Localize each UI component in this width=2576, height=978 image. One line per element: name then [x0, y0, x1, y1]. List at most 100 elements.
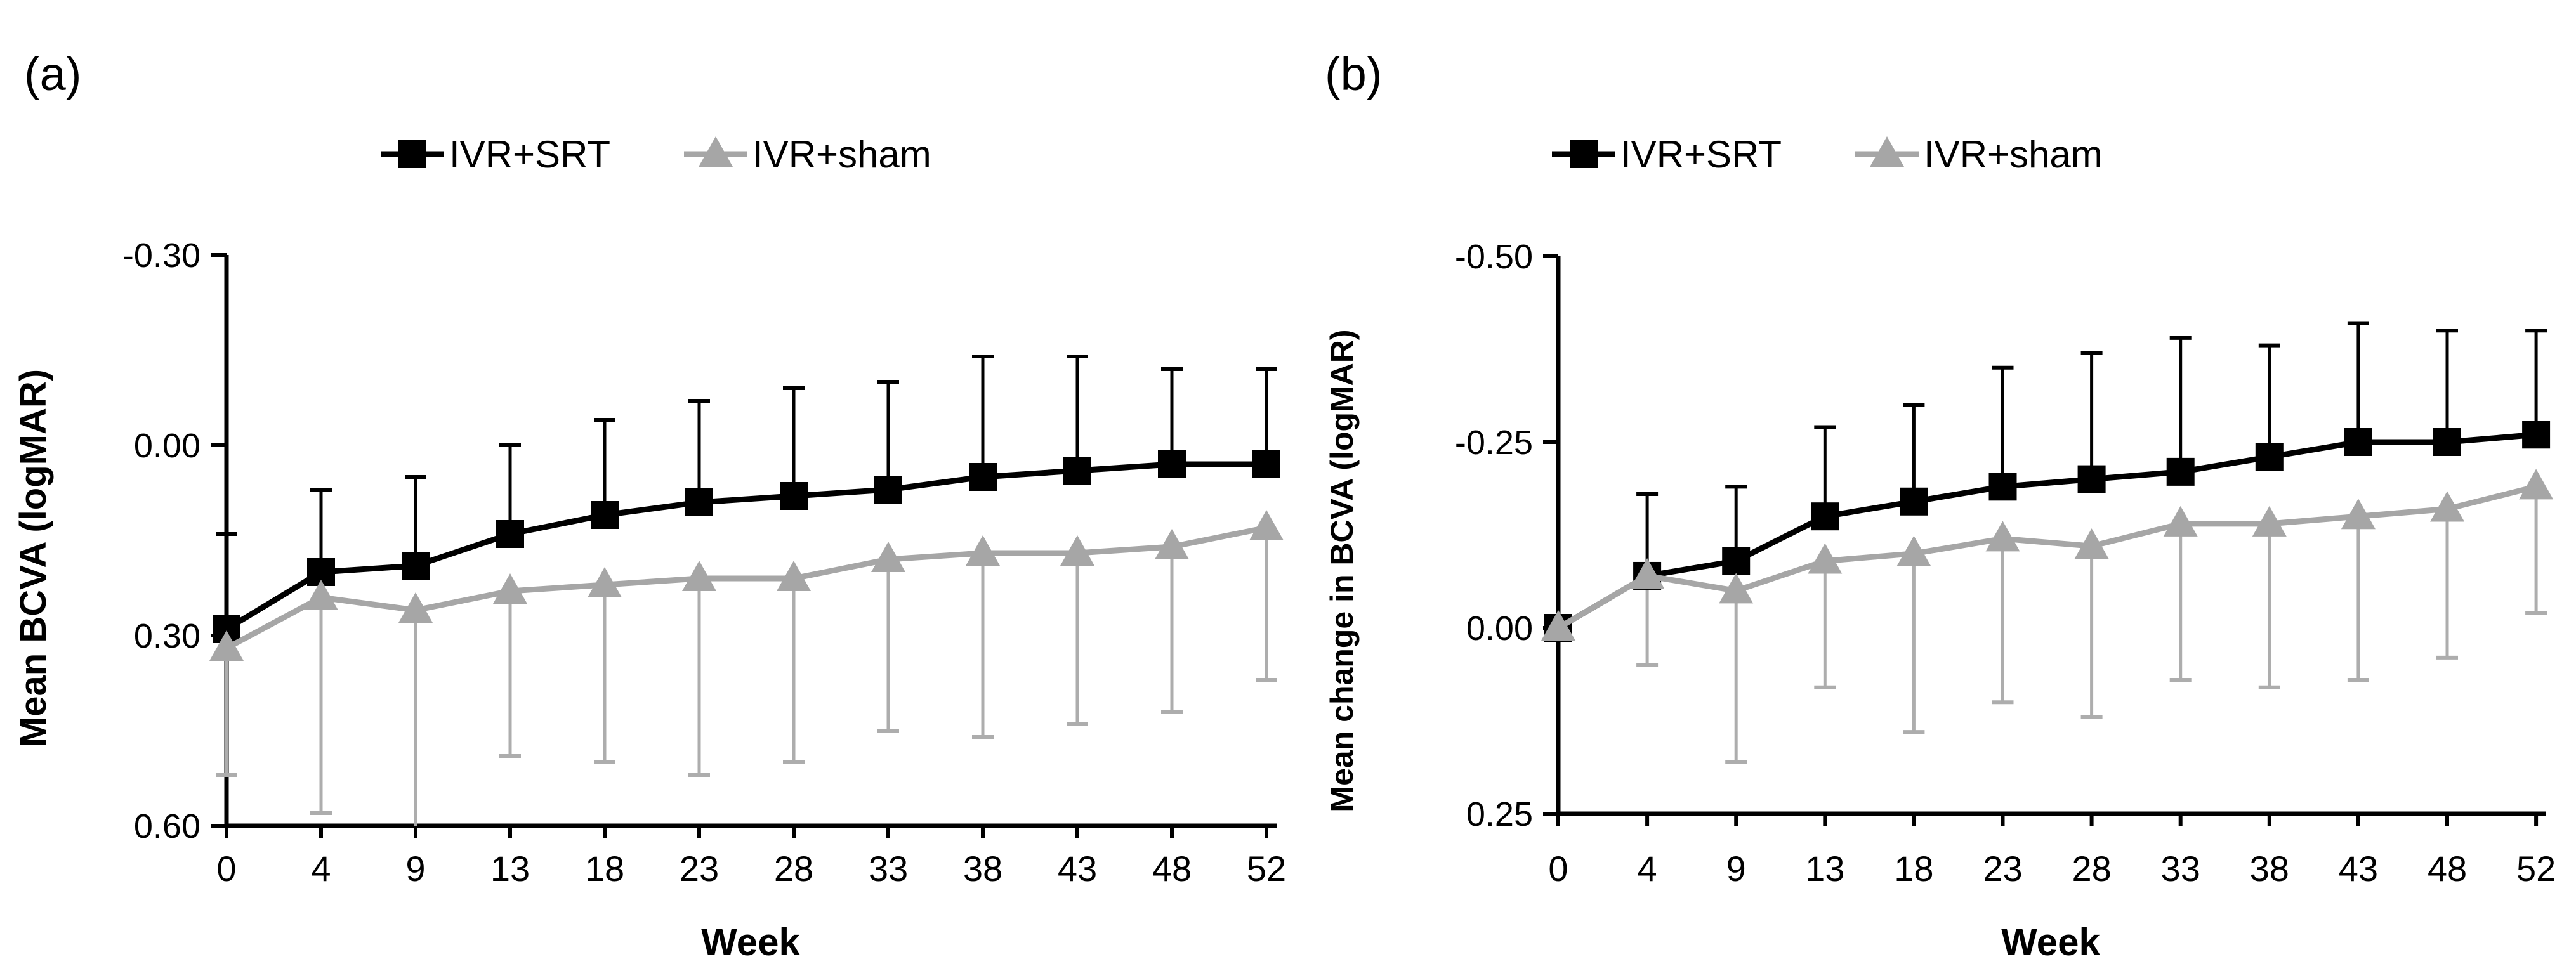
legend-item-ivr-sham: IVR+sham	[684, 133, 931, 176]
series-ivr-sham-triangle-marker	[682, 561, 716, 591]
legend: IVR+SRT IVR+sham	[381, 133, 931, 176]
series-ivr-sham-line	[1556, 483, 2537, 630]
legend-label-ivr-sham: IVR+sham	[752, 133, 931, 176]
series-ivr-sham-triangle-marker	[493, 573, 527, 604]
series-ivr-sham-triangle-marker	[871, 542, 905, 572]
legend-label-ivr-sham: IVR+sham	[1924, 133, 2103, 176]
series-ivr-sham-triangle-marker	[2341, 499, 2376, 530]
series-ivr-srt-square-marker	[1811, 502, 1839, 531]
series-ivr-sham-triangle-marker	[2074, 528, 2109, 559]
legend-item-ivr-srt: IVR+SRT	[1552, 133, 1782, 176]
legend: IVR+SRT IVR+sham	[1552, 133, 2103, 176]
x-tick-label: 9	[405, 849, 425, 889]
x-tick-label: 23	[1983, 849, 2022, 889]
series-ivr-sham-triangle-marker	[1249, 510, 1284, 540]
legend-key-square-marker	[398, 140, 426, 168]
series-ivr-sham-triangle-marker	[2519, 469, 2554, 500]
series-ivr-sham-triangle-marker	[1060, 535, 1094, 566]
panel-b-chart: (b) IVR+SRT IVR+sham -0.50 -0.25 0.00 0.25 0 4 9 1…	[1324, 48, 2556, 963]
legend-label-ivr-srt: IVR+SRT	[449, 133, 610, 176]
x-tick-label: 13	[1805, 849, 1844, 889]
x-tick-label: 43	[2339, 849, 2378, 889]
panel-a-chart: (a) IVR+SRT IVR+sham -0.30 0.00 0.30 0.60 0 4 9 13…	[13, 48, 1286, 963]
series-ivr-srt-square-marker	[2344, 428, 2372, 456]
series-ivr-srt-square-marker	[1722, 547, 1751, 575]
y-tick-label: -0.25	[1455, 424, 1533, 462]
series-ivr-srt-square-marker	[402, 552, 430, 580]
series-ivr-sham-triangle-marker	[1630, 557, 1665, 589]
y-tick-label: 0.60	[134, 807, 200, 845]
panel-a-label: (a)	[24, 48, 81, 100]
y-tick-label: -0.50	[1455, 238, 1533, 276]
series-ivr-sham	[209, 510, 1284, 661]
series-ivr-sham-triangle-marker	[1808, 543, 1843, 574]
y-tick-label: 0.00	[1466, 610, 1533, 648]
legend-item-ivr-srt: IVR+SRT	[381, 133, 610, 176]
series-ivr-srt-square-marker	[2166, 457, 2195, 486]
y-axis-title: Mean BCVA (logMAR)	[13, 369, 54, 747]
series-ivr-srt-square-marker	[1158, 450, 1186, 478]
x-tick-label: 48	[2428, 849, 2467, 889]
series-ivr-srt-square-marker	[1063, 457, 1091, 485]
x-tick-label: 28	[774, 849, 813, 889]
legend-key-triangle-marker	[1870, 136, 1904, 167]
series-ivr-srt-square-marker	[591, 501, 619, 529]
x-tick-label: 13	[490, 849, 530, 889]
x-tick-label: 28	[2072, 849, 2111, 889]
legend-label-ivr-srt: IVR+SRT	[1620, 133, 1782, 176]
legend-item-ivr-sham: IVR+sham	[1855, 133, 2103, 176]
x-tick-label: 38	[2250, 849, 2289, 889]
y-axis-title: Mean change in BCVA (logMAR)	[1324, 329, 1360, 812]
panel-b-label: (b)	[1325, 48, 1382, 100]
x-tick-label: 0	[216, 849, 236, 889]
error-bars-ivr-srt	[216, 355, 1277, 629]
series-ivr-srt	[213, 450, 1280, 643]
series-ivr-sham	[1541, 469, 2554, 641]
series-ivr-sham-triangle-marker	[1719, 573, 1754, 604]
x-tick-label: 23	[680, 849, 719, 889]
x-tick-label: 48	[1152, 849, 1192, 889]
series-ivr-srt-square-marker	[874, 476, 902, 504]
y-tick-label: 0.30	[134, 617, 200, 655]
series-ivr-srt-square-marker	[1252, 450, 1280, 478]
series-ivr-sham-triangle-marker	[209, 630, 244, 661]
series-ivr-srt-square-marker	[496, 520, 524, 548]
x-tick-label: 9	[1726, 849, 1746, 889]
series-ivr-srt-square-marker	[2522, 421, 2551, 449]
series-ivr-sham-triangle-marker	[1541, 610, 1575, 641]
x-tick-label: 43	[1058, 849, 1097, 889]
y-tick-label: 0.25	[1466, 795, 1533, 833]
legend-key-square-marker	[1570, 140, 1598, 168]
x-tick-label: 38	[963, 849, 1002, 889]
x-axis: 0 4 9 13 18 23 28 33 38 43 48 52	[216, 823, 1286, 889]
x-tick-label: 52	[1247, 849, 1286, 889]
x-tick-label: 0	[1548, 849, 1568, 889]
y-axis: -0.50 -0.25 0.00 0.25	[1455, 238, 1561, 833]
series-ivr-sham-triangle-marker	[1985, 521, 2020, 552]
x-axis-title: Week	[701, 921, 800, 963]
series-ivr-sham-triangle-marker	[398, 592, 433, 623]
series-ivr-sham-triangle-marker	[966, 535, 1000, 566]
legend-key-triangle-marker	[699, 136, 733, 167]
x-tick-label: 33	[869, 849, 908, 889]
x-tick-label: 4	[311, 849, 331, 889]
series-ivr-sham-triangle-marker	[1155, 529, 1189, 559]
x-tick-label: 18	[1894, 849, 1933, 889]
series-ivr-srt-line	[225, 461, 1266, 632]
y-tick-label: -0.30	[122, 237, 200, 275]
x-tick-label: 4	[1638, 849, 1657, 889]
series-ivr-sham-triangle-marker	[588, 567, 622, 597]
series-ivr-srt-square-marker	[2255, 443, 2284, 471]
series-ivr-srt-square-marker	[1900, 487, 1928, 516]
series-ivr-sham-triangle-marker	[304, 580, 338, 610]
series-ivr-sham-triangle-marker	[1896, 535, 1931, 566]
series-ivr-sham-triangle-marker	[2163, 505, 2198, 537]
x-axis-title: Week	[2001, 921, 2100, 963]
x-tick-label: 52	[2516, 849, 2556, 889]
series-ivr-srt-line	[1556, 431, 2537, 630]
series-ivr-sham-triangle-marker	[777, 561, 811, 591]
x-axis: 0 4 9 13 18 23 28 33 38 43 48 52	[1548, 811, 2556, 889]
error-bars-ivr-sham	[1636, 486, 2547, 764]
